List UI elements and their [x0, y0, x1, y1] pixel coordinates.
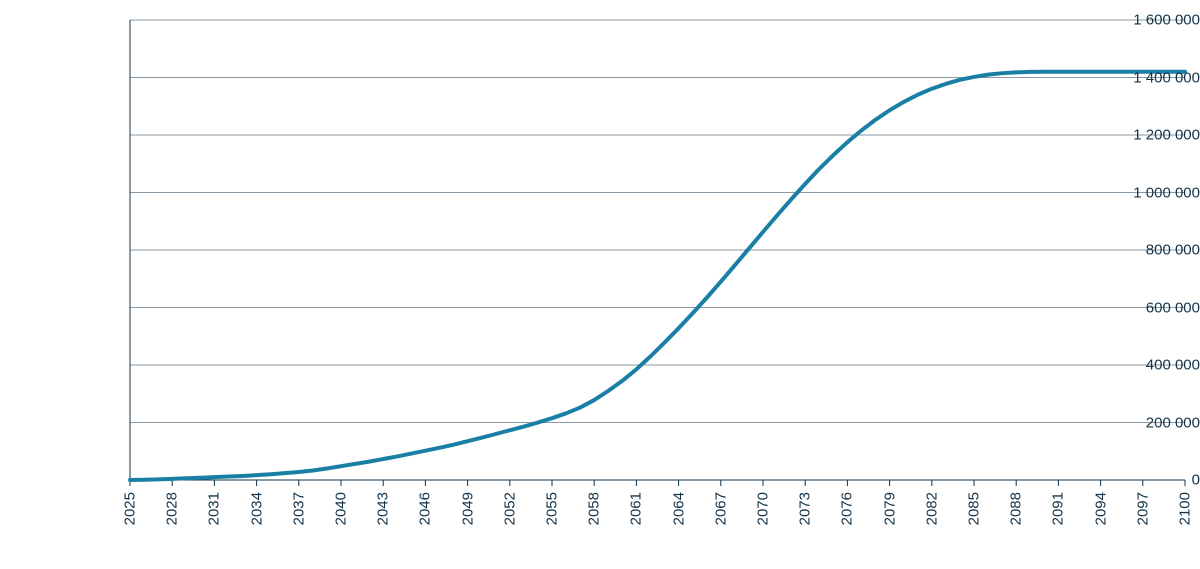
y-tick-label: 400 000 — [1082, 357, 1200, 374]
x-tick-label: 2064 — [670, 492, 687, 525]
x-tick-label: 2100 — [1177, 492, 1194, 525]
y-tick-label: 1 200 000 — [1082, 127, 1200, 144]
line-chart: 0 200 000 400 000 600 000 800 000 1 000 000 1 … — [0, 0, 1200, 569]
x-tick-label: 2058 — [586, 492, 603, 525]
x-tick-label: 2055 — [544, 492, 561, 525]
y-tick-label: 800 000 — [1082, 242, 1200, 259]
x-tick-label: 2034 — [248, 492, 265, 525]
x-tick-label: 2079 — [881, 492, 898, 525]
x-tick-label: 2073 — [797, 492, 814, 525]
y-tick-label: 1 400 000 — [1082, 69, 1200, 86]
y-tick-label: 1 600 000 — [1082, 12, 1200, 29]
chart-svg — [0, 0, 1200, 569]
x-tick-label: 2031 — [206, 492, 223, 525]
x-tick-label: 2028 — [164, 492, 181, 525]
x-tick-label: 2052 — [501, 492, 518, 525]
x-tick-label: 2061 — [628, 492, 645, 525]
y-tick-label: 0 — [1082, 472, 1200, 489]
x-tick-label: 2076 — [839, 492, 856, 525]
x-tick-label: 2082 — [923, 492, 940, 525]
x-tick-label: 2037 — [290, 492, 307, 525]
y-tick-label: 1 000 000 — [1082, 184, 1200, 201]
y-tick-label: 600 000 — [1082, 299, 1200, 316]
x-tick-label: 2088 — [1008, 492, 1025, 525]
x-tick-label: 2049 — [459, 492, 476, 525]
x-tick-label: 2043 — [375, 492, 392, 525]
y-tick-label: 200 000 — [1082, 414, 1200, 431]
x-tick-label: 2091 — [1050, 492, 1067, 525]
x-tick-label: 2067 — [712, 492, 729, 525]
x-tick-label: 2094 — [1092, 492, 1109, 525]
x-tick-label: 2097 — [1134, 492, 1151, 525]
x-tick-label: 2046 — [417, 492, 434, 525]
x-tick-label: 2070 — [755, 492, 772, 525]
x-tick-label: 2040 — [333, 492, 350, 525]
x-tick-label: 2025 — [122, 492, 139, 525]
x-tick-label: 2085 — [966, 492, 983, 525]
